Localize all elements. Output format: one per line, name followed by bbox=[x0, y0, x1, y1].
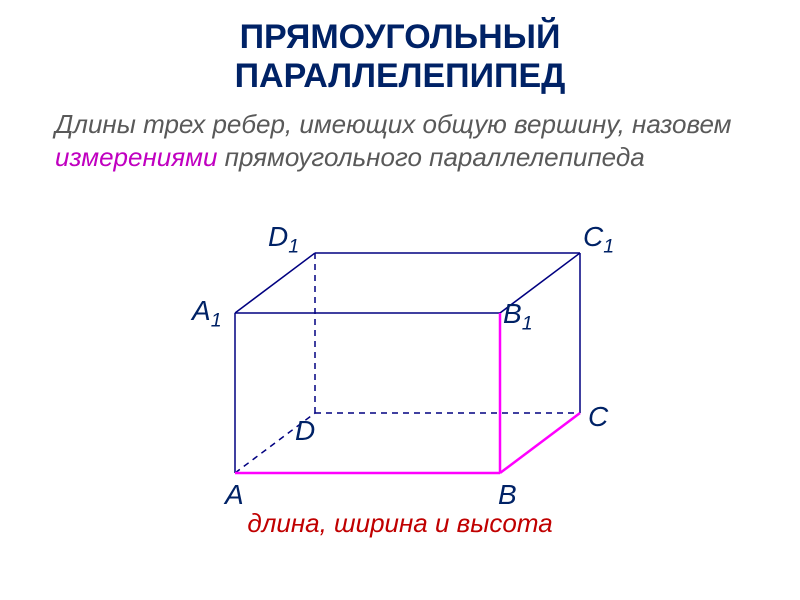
vertex-label-B1: B1 bbox=[503, 298, 533, 336]
title-line-2: ПАРАЛЛЕЛЕПИПЕД bbox=[0, 57, 800, 96]
vertex-label-D: D bbox=[295, 415, 315, 447]
page-title: ПРЯМОУГОЛЬНЫЙ ПАРАЛЛЕЛЕПИПЕД bbox=[0, 0, 800, 96]
description-text: Длины трех ребер, имеющих общую вершину,… bbox=[0, 96, 800, 173]
diagram-container: ABCDA1B1C1D1 bbox=[0, 183, 800, 503]
edge-B-C bbox=[500, 413, 580, 473]
description-part-2: прямоугольного параллелепипеда bbox=[217, 142, 644, 172]
edge-D1-A1 bbox=[235, 253, 315, 313]
vertex-label-A: A bbox=[225, 479, 244, 511]
title-line-1: ПРЯМОУГОЛЬНЫЙ bbox=[0, 18, 800, 57]
description-highlight: измерениями bbox=[55, 142, 217, 172]
vertex-label-C: C bbox=[588, 401, 608, 433]
vertex-label-D1: D1 bbox=[268, 221, 299, 259]
vertex-label-A1: A1 bbox=[192, 295, 222, 333]
parallelepiped-diagram bbox=[0, 183, 800, 513]
description-part-1: Длины трех ребер, имеющих общую вершину,… bbox=[55, 109, 731, 139]
vertex-label-C1: C1 bbox=[583, 221, 614, 259]
vertex-label-B: B bbox=[498, 479, 517, 511]
